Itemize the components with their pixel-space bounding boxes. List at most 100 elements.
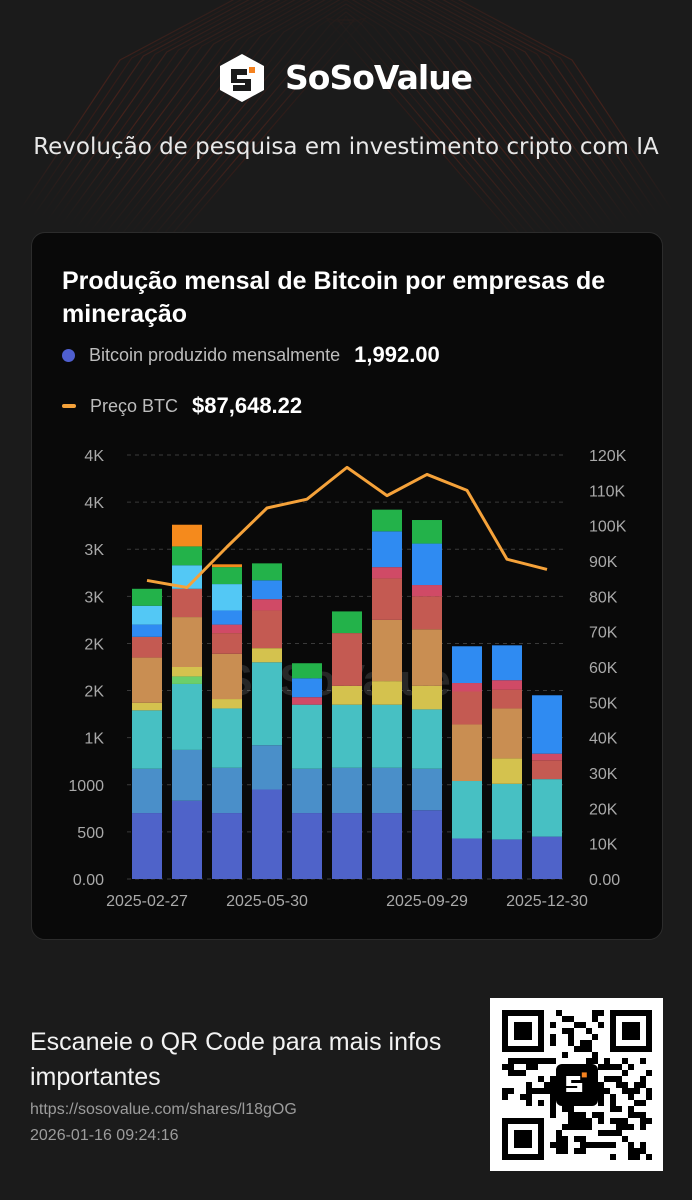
bar-segment [172,749,202,801]
bar-segment [212,813,242,879]
y-left-tick-label: 3K [84,542,104,559]
y-left-tick-label: 0.00 [73,872,104,889]
bar-segment [412,685,442,710]
bar-segment [332,813,362,879]
bar-segment [412,768,442,811]
bar-segment [292,678,322,698]
bar-segment [412,810,442,879]
y-right-tick-label: 70K [589,625,618,642]
bar-segment [452,646,482,684]
bar-segment [172,565,202,589]
legend-label: Preço BTC [90,395,179,416]
bar-segment [372,704,402,768]
qr-code-icon[interactable] [490,998,663,1171]
bar-segment [452,781,482,839]
y-right-tick-label: 10K [589,837,618,854]
bar-segment [372,531,402,568]
bar-segment [132,710,162,769]
legend-item-btc-price: Preço BTC $87,648.22 [62,391,302,421]
bar-segment [252,648,282,663]
bar-segment [532,836,562,879]
bar-segment [412,543,442,586]
y-left-tick-label: 2K [84,684,104,701]
bar-segment [332,611,362,634]
timestamp: 2026-01-16 09:24:16 [30,1127,179,1144]
y-left-tick-label: 1000 [68,778,104,795]
bar-segment [292,768,322,814]
bar-segment [172,667,202,677]
bar-segment [252,789,282,879]
brand-name: SoSoValue [285,58,473,97]
bar-segment [212,564,242,568]
y-right-tick-label: 80K [589,589,618,606]
bar-segment [292,813,322,879]
bar-segment [372,567,402,579]
bar-segment [252,563,282,581]
bar-segment [492,708,522,759]
legend-item-bitcoin-produced: Bitcoin produzido mensalmente 1,992.00 [62,340,440,370]
x-tick-label: 2025-09-29 [386,893,468,910]
bar-segment [132,588,162,606]
bar-segment [412,709,442,769]
bar-segment [252,745,282,790]
legend-value: $87,648.22 [192,393,303,418]
bar-segment [292,697,322,705]
y-right-tick-label: 90K [589,554,618,571]
bar-segment [132,813,162,879]
bar-segment [212,708,242,768]
bar-segment [372,681,402,705]
bar-segment [212,767,242,814]
bar-segment [292,663,322,679]
tagline: Revolução de pesquisa em investimento cr… [33,134,659,160]
x-tick-label: 2025-05-30 [226,893,308,910]
bar-segment [132,768,162,814]
bar-segment [172,524,202,547]
bar-segment [532,760,562,780]
bar-segment [452,724,482,782]
y-right-tick-label: 120K [589,448,627,465]
bar-segment [212,699,242,709]
bar-segment [212,567,242,585]
bar-segment [252,599,282,611]
bar-segment [292,704,322,769]
y-left-tick-label: 2K [84,636,104,653]
bar-segment [492,839,522,879]
bar-segment [132,657,162,703]
bar-segment [132,624,162,637]
bar-segment [372,813,402,879]
y-right-tick-label: 30K [589,766,618,783]
bar-segment [492,783,522,840]
y-left-tick-label: 4K [84,448,104,465]
y-right-tick-label: 110K [589,483,626,500]
bar-segment [252,610,282,649]
bar-segment [532,779,562,837]
y-left-tick-label: 1K [84,731,104,748]
bar-segment [212,633,242,654]
y-left-tick-label: 4K [84,495,104,512]
y-right-tick-label: 0.00 [589,872,620,889]
btc-price-line [146,465,548,589]
bar-segment [332,633,362,686]
bar-segment [372,578,402,620]
bar-segment [212,584,242,611]
bar-segment [252,662,282,746]
x-tick-label: 2025-02-27 [106,893,188,910]
bar-segment [132,605,162,625]
x-tick-label: 2025-12-30 [506,893,588,910]
y-right-tick-label: 20K [589,801,618,818]
bar-segment [332,704,362,768]
bar-segment [372,509,402,532]
y-right-tick-label: 40K [589,731,618,748]
bar-segment [412,585,442,597]
share-url[interactable]: https://sosovalue.com/shares/l18gOG [30,1101,297,1118]
bar-segment [172,683,202,750]
bar-segment [452,838,482,879]
bar-segment [172,588,202,618]
bar-segment [332,767,362,814]
sosovalue-logo-icon [220,54,264,102]
bar-segment [412,596,442,630]
bar-segment [492,645,522,681]
bar-segment [172,800,202,879]
bar-segment [492,758,522,784]
header: SoSoValue [0,52,692,104]
